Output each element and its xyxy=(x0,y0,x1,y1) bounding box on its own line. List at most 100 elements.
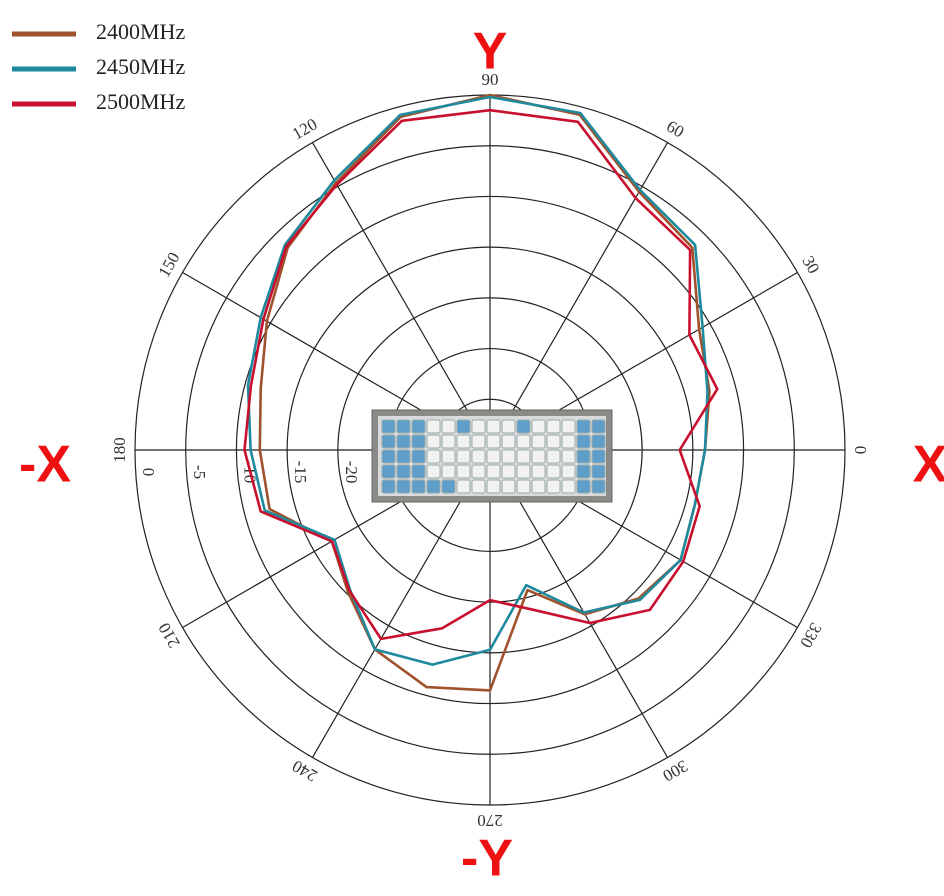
legend: 2400MHz 2450MHz 2500MHz xyxy=(12,19,185,114)
grid-spoke xyxy=(311,142,491,451)
key xyxy=(531,479,546,494)
key xyxy=(411,419,426,434)
key xyxy=(426,419,441,434)
key xyxy=(486,419,501,434)
key xyxy=(516,449,531,464)
r-tick-label: -20 xyxy=(342,461,361,484)
keyboard-image xyxy=(371,409,613,503)
key xyxy=(591,479,606,494)
theta-tick-label: 150 xyxy=(154,249,183,281)
key xyxy=(441,479,456,494)
key xyxy=(396,434,411,449)
theta-tick-label: 330 xyxy=(796,620,825,652)
r-tick-label: 0 xyxy=(139,468,158,477)
key xyxy=(486,434,501,449)
legend-label: 2500MHz xyxy=(96,89,185,114)
key xyxy=(516,479,531,494)
key xyxy=(456,434,471,449)
key xyxy=(471,479,486,494)
key xyxy=(501,449,516,464)
key xyxy=(591,434,606,449)
key xyxy=(441,434,456,449)
key xyxy=(576,419,591,434)
pattern-line xyxy=(258,93,711,692)
key xyxy=(531,449,546,464)
key xyxy=(396,464,411,479)
axis-label-left: -X xyxy=(19,436,71,494)
key xyxy=(456,464,471,479)
key xyxy=(576,479,591,494)
key xyxy=(516,419,531,434)
key xyxy=(456,419,471,434)
key xyxy=(516,464,531,479)
pattern-line xyxy=(243,108,719,641)
key xyxy=(561,479,576,494)
legend-label: 2400MHz xyxy=(96,19,185,44)
key xyxy=(591,449,606,464)
key xyxy=(381,464,396,479)
key xyxy=(381,479,396,494)
key xyxy=(411,464,426,479)
theta-tick-label: 0 xyxy=(851,446,870,455)
key xyxy=(546,479,561,494)
grid-spoke xyxy=(489,142,669,451)
key xyxy=(546,419,561,434)
r-tick-label: -15 xyxy=(291,461,310,484)
theta-tick-label: 270 xyxy=(477,811,503,830)
key xyxy=(561,419,576,434)
key xyxy=(426,464,441,479)
key xyxy=(471,464,486,479)
theta-tick-label: 210 xyxy=(154,620,183,652)
theta-tick-label: 120 xyxy=(289,114,321,143)
key xyxy=(381,419,396,434)
key xyxy=(396,419,411,434)
key xyxy=(546,449,561,464)
key xyxy=(381,449,396,464)
key xyxy=(516,434,531,449)
labels: Y -Y X -X xyxy=(19,23,944,888)
key xyxy=(441,419,456,434)
theta-tick-label: 180 xyxy=(110,437,129,463)
axis-label-right: X xyxy=(913,436,944,494)
key xyxy=(486,464,501,479)
curves xyxy=(243,93,719,692)
theta-tick-label: 90 xyxy=(482,70,499,89)
key xyxy=(531,419,546,434)
key xyxy=(531,434,546,449)
key xyxy=(561,464,576,479)
key xyxy=(471,434,486,449)
key xyxy=(501,479,516,494)
pattern-line xyxy=(246,95,709,666)
key xyxy=(426,479,441,494)
legend-label: 2450MHz xyxy=(96,54,185,79)
key xyxy=(411,449,426,464)
theta-tick-label: 240 xyxy=(289,756,321,785)
key xyxy=(396,449,411,464)
key xyxy=(381,434,396,449)
theta-tick-label: 60 xyxy=(663,117,687,142)
theta-tick-label: 300 xyxy=(660,756,692,785)
key xyxy=(501,434,516,449)
key xyxy=(456,479,471,494)
key xyxy=(426,434,441,449)
key xyxy=(591,419,606,434)
key xyxy=(411,434,426,449)
key xyxy=(411,479,426,494)
r-tick-label: -5 xyxy=(190,465,209,479)
key xyxy=(591,464,606,479)
key xyxy=(471,449,486,464)
axis-label-top: Y xyxy=(473,23,508,81)
key xyxy=(576,434,591,449)
key xyxy=(501,419,516,434)
axis-label-bottom: -Y xyxy=(461,830,513,888)
key xyxy=(531,464,546,479)
key xyxy=(546,434,561,449)
key xyxy=(486,449,501,464)
key xyxy=(546,464,561,479)
key xyxy=(396,479,411,494)
key xyxy=(456,449,471,464)
key xyxy=(471,419,486,434)
key xyxy=(441,464,456,479)
key xyxy=(426,449,441,464)
